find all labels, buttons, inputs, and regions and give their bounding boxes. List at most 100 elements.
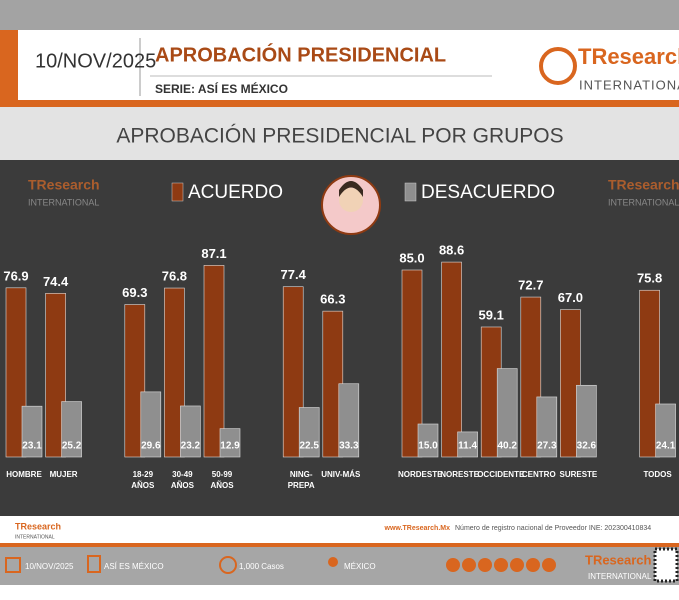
x-tick-label: NORESTE	[440, 470, 479, 479]
social-icon[interactable]	[462, 558, 476, 572]
footer-logo-sub: INTERNATIONAL	[15, 534, 55, 540]
value-label: 40.2	[497, 441, 517, 452]
bar	[21, 405, 43, 458]
social-icons	[446, 558, 556, 572]
x-tick-label: CENTRO	[521, 470, 556, 479]
footer-cases: 1,000 Casos	[239, 562, 284, 571]
value-label: 85.0	[399, 250, 424, 265]
bar	[124, 304, 146, 458]
bar	[655, 403, 676, 458]
social-icon[interactable]	[526, 558, 540, 572]
social-icon[interactable]	[510, 558, 524, 572]
chart-logo: TResearch	[608, 177, 679, 193]
value-label: 32.6	[577, 441, 597, 452]
value-label: 12.9	[220, 441, 240, 452]
bar	[298, 407, 320, 458]
bar	[140, 391, 162, 458]
value-label: 67.0	[558, 290, 583, 305]
x-tick-label: UNIV-MÁS	[321, 470, 361, 479]
x-tick-label: 30-49 AÑOS	[170, 470, 194, 490]
bar	[496, 368, 518, 458]
bar	[61, 401, 82, 458]
bar	[417, 423, 439, 458]
logo-sub: INTERNATIONAL	[579, 77, 679, 92]
value-label: 66.3	[320, 292, 345, 307]
footer-place: MÉXICO	[344, 562, 376, 571]
footer-website: www.TResearch.Mx	[384, 525, 451, 532]
bar	[203, 265, 225, 458]
social-icon[interactable]	[446, 558, 460, 572]
icon	[5, 557, 21, 573]
chart-logo-sub: INTERNATIONAL	[608, 197, 679, 207]
legend-swatch	[404, 182, 417, 202]
footer-band	[0, 547, 679, 585]
x-tick-label: HOMBRE	[6, 470, 42, 479]
header-date: 10/NOV/2025	[35, 50, 156, 72]
social-icon[interactable]	[542, 558, 556, 572]
value-label: 23.2	[181, 441, 201, 452]
value-label: 76.8	[162, 268, 187, 283]
footer-rule	[0, 543, 679, 547]
bar	[457, 431, 478, 458]
value-label: 69.3	[122, 285, 147, 300]
x-tick-label: 50-99 AÑOS	[210, 470, 234, 490]
value-label: 25.2	[62, 441, 82, 452]
logo-icon	[539, 47, 577, 85]
bar	[5, 287, 27, 458]
value-label: 29.6	[141, 441, 161, 452]
bar	[520, 296, 542, 458]
chart-title: APROBACIÓN PRESIDENCIAL POR GRUPOS	[116, 125, 563, 148]
value-label: 33.3	[339, 441, 359, 452]
icon	[219, 556, 237, 574]
value-label: 76.9	[3, 268, 28, 283]
value-label: 59.1	[479, 307, 504, 322]
x-tick-label: SURESTE	[559, 470, 598, 479]
value-label: 15.0	[418, 441, 438, 452]
footer-logo: TResearch	[15, 521, 61, 531]
x-tick-label: OCCIDENTE	[477, 470, 525, 479]
bar	[282, 286, 304, 458]
title-band	[0, 107, 679, 160]
x-tick-label: NING-PREPA	[287, 470, 315, 490]
bar	[164, 287, 185, 458]
portrait-hair	[339, 181, 363, 197]
value-label: 11.4	[458, 441, 477, 452]
legend-label: ACUERDO	[188, 182, 283, 203]
legend-label: DESACUERDO	[421, 182, 555, 203]
bar	[338, 383, 360, 458]
value-label: 75.8	[637, 271, 662, 286]
chart-logo: TResearch	[28, 177, 100, 193]
bar	[576, 384, 597, 458]
logo: TResearch	[578, 44, 679, 69]
icon	[87, 555, 101, 573]
icon	[328, 557, 338, 567]
bar	[441, 261, 462, 458]
value-label: 72.7	[518, 277, 543, 292]
footer-logo-sub: INTERNATIONAL	[588, 572, 652, 581]
social-icon[interactable]	[494, 558, 508, 572]
value-label: 27.3	[537, 441, 557, 452]
bar	[401, 269, 423, 458]
top-band	[0, 0, 679, 30]
x-tick-label: NORDESTE	[398, 470, 443, 479]
bar	[639, 289, 660, 458]
header-series: SERIE: ASÍ ES MÉXICO	[155, 81, 288, 96]
footer-logo: TResearch	[585, 552, 652, 567]
header-title: APROBACIÓN PRESIDENCIAL	[155, 42, 446, 66]
header-rule	[0, 100, 679, 107]
value-label: 87.1	[201, 246, 226, 261]
social-icon[interactable]	[478, 558, 492, 572]
x-tick-label: 18-29 AÑOS	[131, 470, 155, 490]
value-label: 24.1	[656, 441, 676, 452]
bar	[219, 428, 241, 458]
header-accent	[0, 30, 18, 106]
x-tick-label: MUJER	[49, 470, 78, 479]
chart-logo-sub: INTERNATIONAL	[28, 197, 99, 207]
value-label: 88.6	[439, 243, 464, 258]
portrait-face	[339, 188, 363, 212]
x-tick-label: TODOS	[643, 470, 672, 479]
bar	[180, 405, 201, 458]
qr-code	[653, 547, 679, 583]
